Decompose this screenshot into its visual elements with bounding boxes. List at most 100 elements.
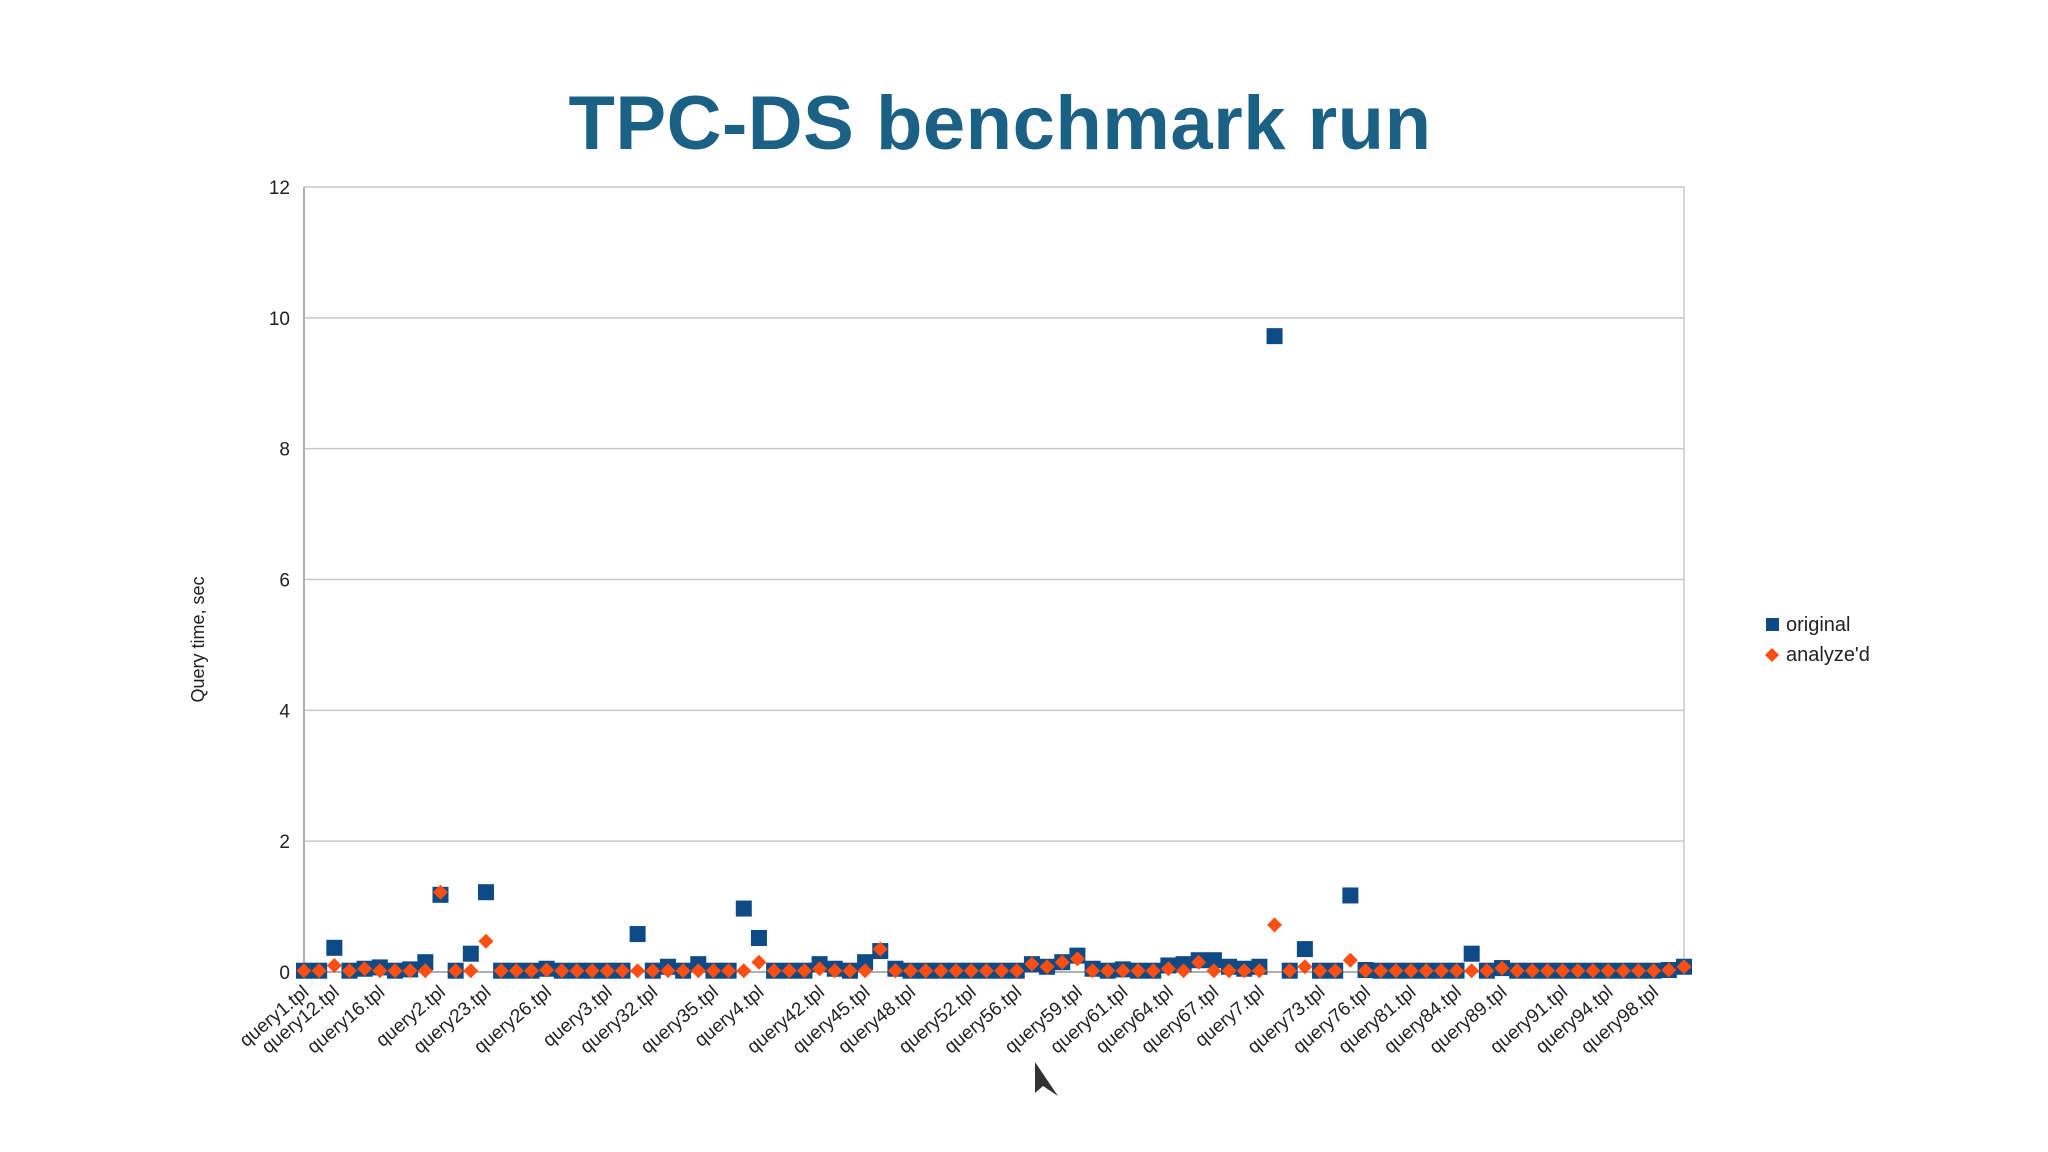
analyzed-point bbox=[690, 963, 706, 979]
analyzed-point bbox=[599, 963, 615, 979]
analyzed-point bbox=[1221, 963, 1237, 979]
y-axis-title: Query time, sec bbox=[188, 576, 208, 702]
y-tick-label: 0 bbox=[279, 963, 290, 984]
analyzed-point bbox=[1661, 962, 1677, 978]
analyzed-point bbox=[781, 963, 797, 979]
original-point bbox=[1205, 952, 1222, 969]
analyzed-point bbox=[1100, 963, 1116, 979]
original-point bbox=[735, 900, 752, 917]
analyzed-point bbox=[1236, 963, 1252, 979]
analyzed-point bbox=[1600, 963, 1616, 979]
analyzed-point bbox=[1570, 963, 1586, 979]
analyzed-point bbox=[918, 963, 934, 979]
analyzed-point bbox=[1479, 963, 1495, 979]
analyzed-point bbox=[721, 963, 737, 979]
analyzed-point bbox=[296, 963, 312, 979]
analyzed-point bbox=[432, 884, 448, 900]
analyzed-point bbox=[1085, 963, 1101, 979]
analyzed-point bbox=[1509, 963, 1525, 979]
analyzed-point bbox=[1039, 959, 1055, 975]
analyzed-point bbox=[1464, 963, 1480, 979]
analyzed-point bbox=[1449, 963, 1465, 979]
analyzed-point bbox=[1191, 954, 1207, 970]
analyzed-point bbox=[1297, 959, 1313, 975]
analyzed-point bbox=[994, 963, 1010, 979]
analyzed-point bbox=[448, 963, 464, 979]
analyzed-point bbox=[766, 963, 782, 979]
analyzed-point bbox=[614, 963, 630, 979]
analyzed-point bbox=[402, 963, 418, 979]
analyzed-point bbox=[1540, 963, 1556, 979]
original-point bbox=[750, 929, 767, 946]
y-tick-label: 2 bbox=[279, 832, 290, 853]
analyzed-point bbox=[1176, 963, 1192, 979]
analyzed-point bbox=[1054, 954, 1070, 970]
analyzed-point bbox=[1251, 963, 1267, 979]
analyzed-point bbox=[1145, 963, 1161, 979]
analyzed-point bbox=[736, 963, 752, 979]
analyzed-point bbox=[645, 963, 661, 979]
legend-marker-original bbox=[1766, 618, 1779, 631]
analyzed-point bbox=[1373, 963, 1389, 979]
analyzed-point bbox=[493, 963, 509, 979]
analyzed-point bbox=[630, 963, 646, 979]
original-point bbox=[417, 954, 434, 971]
y-tick-label: 12 bbox=[269, 178, 290, 199]
analyzed-point bbox=[1555, 963, 1571, 979]
analyzed-point bbox=[341, 963, 357, 979]
analyzed-point bbox=[1130, 963, 1146, 979]
chart-title: TPC-DS benchmark run bbox=[568, 81, 1432, 166]
analyzed-point bbox=[1388, 963, 1404, 979]
analyzed-point bbox=[842, 963, 858, 979]
analyzed-point bbox=[1069, 951, 1085, 967]
analyzed-point bbox=[1585, 963, 1601, 979]
original-point bbox=[462, 945, 479, 962]
y-tick-label: 6 bbox=[279, 571, 290, 592]
original-point bbox=[629, 926, 646, 943]
y-tick-label: 8 bbox=[279, 440, 290, 461]
analyzed-point bbox=[1358, 963, 1374, 979]
original-point bbox=[477, 884, 494, 901]
analyzed-point bbox=[1009, 963, 1025, 979]
analyzed-point bbox=[751, 954, 767, 970]
analyzed-point bbox=[978, 963, 994, 979]
original-point bbox=[857, 954, 874, 971]
analyzed-point bbox=[463, 963, 479, 979]
analyzed-point bbox=[1282, 963, 1298, 979]
analyzed-point bbox=[478, 933, 494, 949]
analyzed-point bbox=[523, 963, 539, 979]
legend-marker-analyzed bbox=[1765, 648, 1779, 662]
analyzed-point bbox=[508, 963, 524, 979]
analyzed-point bbox=[1494, 960, 1510, 976]
analyzed-point bbox=[569, 963, 585, 979]
analyzed-point bbox=[417, 963, 433, 979]
analyzed-point bbox=[1160, 961, 1176, 977]
analyzed-point bbox=[1206, 963, 1222, 979]
y-tick-label: 10 bbox=[269, 309, 290, 330]
analyzed-point bbox=[1024, 956, 1040, 972]
analyzed-point bbox=[1631, 963, 1647, 979]
analyzed-point bbox=[796, 963, 812, 979]
analyzed-point bbox=[357, 961, 373, 977]
analyzed-point bbox=[539, 962, 555, 978]
analyzed-point bbox=[1418, 963, 1434, 979]
analyzed-point bbox=[584, 963, 600, 979]
analyzed-point bbox=[1403, 963, 1419, 979]
y-tick-label: 4 bbox=[279, 701, 290, 722]
analyzed-point bbox=[1267, 917, 1283, 933]
analyzed-point bbox=[1676, 959, 1692, 975]
original-point bbox=[1463, 945, 1480, 962]
analyzed-point bbox=[933, 963, 949, 979]
analyzed-point bbox=[311, 963, 327, 979]
analyzed-point bbox=[887, 963, 903, 979]
analyzed-point bbox=[1646, 963, 1662, 979]
analyzed-point bbox=[872, 941, 888, 957]
analyzed-point bbox=[675, 963, 691, 979]
legend-label-original: original bbox=[1786, 614, 1850, 636]
original-point bbox=[1266, 328, 1283, 345]
analyzed-point bbox=[903, 963, 919, 979]
analyzed-point bbox=[1524, 963, 1540, 979]
analyzed-point bbox=[1615, 963, 1631, 979]
